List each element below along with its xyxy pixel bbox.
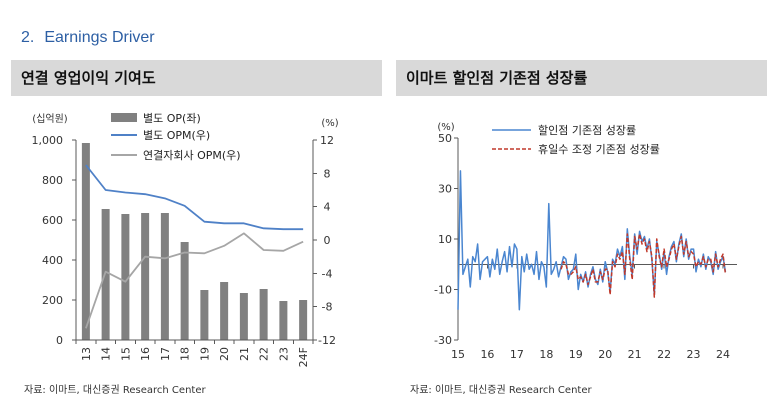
legend-label-separate-opm: 별도 OPM(우) xyxy=(143,129,210,142)
right-y-tick-label: 12 xyxy=(320,134,334,147)
op-bar-23 xyxy=(279,301,288,340)
x-tick-label: 21 xyxy=(628,348,642,361)
x-tick-label: 15 xyxy=(119,347,132,361)
legend-label-op-bar: 별도 OP(좌) xyxy=(143,112,201,125)
op-bar-17 xyxy=(160,213,169,340)
right-axis-unit-label: (%) xyxy=(321,118,338,129)
left-y-tick-label: 0 xyxy=(56,334,63,347)
x-tick-label: 21 xyxy=(238,347,251,361)
x-tick-label: 18 xyxy=(539,348,553,361)
left-y-tick-label: 1,000 xyxy=(32,134,64,147)
right-y-tick-label: 8 xyxy=(324,167,331,180)
right-chart-title: 이마트 할인점 기존점 성장률 xyxy=(406,69,588,87)
op-bar-18 xyxy=(180,242,189,340)
right-y-tick-label: 0 xyxy=(324,234,331,247)
op-bar-19 xyxy=(200,290,209,340)
left-y-tick-label: 800 xyxy=(42,174,63,187)
x-tick-label: 22 xyxy=(258,347,271,361)
x-tick-label: 24 xyxy=(716,348,730,361)
x-tick-label: 16 xyxy=(139,347,152,361)
legend-label-sssg: 할인점 기존점 성장률 xyxy=(538,124,636,137)
right-panel-header: 이마트 할인점 기존점 성장률 xyxy=(396,60,767,96)
left-y-tick-label: 400 xyxy=(42,254,63,267)
op-bar-15 xyxy=(121,214,130,340)
op-bar-14 xyxy=(101,209,110,340)
x-tick-label: 22 xyxy=(657,348,671,361)
op-bar-21 xyxy=(239,293,248,340)
legend: 할인점 기존점 성장률 휴일수 조정 기존점 성장률 xyxy=(492,124,660,156)
x-tick-label: 17 xyxy=(510,348,524,361)
x-tick-label: 17 xyxy=(159,347,172,361)
right-y-tick-label: -12 xyxy=(318,334,336,347)
y-tick-label: 10 xyxy=(438,233,452,246)
x-tick-label: 13 xyxy=(80,347,93,361)
op-bar-24F xyxy=(299,300,308,340)
right-y-tick-label: -4 xyxy=(322,267,333,280)
op-bar-20 xyxy=(220,282,229,340)
legend-swatch-op-bar xyxy=(111,113,137,122)
legend: 별도 OP(좌) 별도 OPM(우) 연결자회사 OPM(우) xyxy=(111,112,241,162)
x-tick-label: 15 xyxy=(451,348,465,361)
section-number: 2. xyxy=(21,29,35,46)
x-tick-label: 19 xyxy=(569,348,583,361)
left-axis-unit-label: (십억원) xyxy=(32,113,68,125)
operating-profit-contribution-chart: 0 200 400 600 800 1,000 -12 -8 -4 0 4 8 12 13 14 15 16 17… xyxy=(32,112,339,367)
x-tick-label: 23 xyxy=(687,348,701,361)
legend-label-adjusted-sssg: 휴일수 조정 기존점 성장률 xyxy=(538,142,660,156)
left-source-note: 자료: 이마트, 대신증권 Research Center xyxy=(24,385,206,396)
right-y-tick-label: -8 xyxy=(322,301,333,314)
right-y-tick-label: 4 xyxy=(324,201,331,214)
op-bar-16 xyxy=(141,213,150,340)
left-y-tick-label: 200 xyxy=(42,294,63,307)
x-tick-label: 20 xyxy=(598,348,612,361)
left-chart-title: 연결 영업이익 기여도 xyxy=(21,69,156,87)
y-axis-unit-label: (%) xyxy=(437,122,454,133)
holiday-adjusted-sssg-line xyxy=(560,233,727,298)
subsidiary-opm-line xyxy=(85,232,304,329)
y-tick-label: -10 xyxy=(434,284,452,297)
legend-label-subsidiary-opm: 연결자회사 OPM(우) xyxy=(143,149,241,162)
section-title: 2. Earnings Driver xyxy=(21,28,155,48)
y-tick-label: -30 xyxy=(434,334,452,347)
x-tick-label: 16 xyxy=(480,348,494,361)
x-tick-label: 14 xyxy=(100,347,113,361)
op-bar-22 xyxy=(259,289,268,340)
left-panel-header: 연결 영업이익 기여도 xyxy=(11,60,382,96)
op-bar-13 xyxy=(81,143,90,340)
y-tick-label: 50 xyxy=(438,132,452,145)
x-tick-label: 18 xyxy=(179,347,192,361)
plot-layer: 0 200 400 600 800 1,000 -12 -8 -4 0 4 8 12 13 14 15 16 17… xyxy=(32,134,336,367)
section-title-text: Earnings Driver xyxy=(44,29,155,46)
x-tick-label: 19 xyxy=(198,347,211,361)
separate-opm-line xyxy=(85,164,304,231)
x-tick-label: 23 xyxy=(277,347,290,361)
x-tick-label: 24F xyxy=(297,347,310,367)
right-source-note: 자료: 이마트, 대신증권 Research Center xyxy=(410,385,592,396)
y-tick-label: 30 xyxy=(438,183,452,196)
sssg-line xyxy=(457,170,727,311)
x-tick-label: 20 xyxy=(218,347,231,361)
left-y-tick-label: 600 xyxy=(42,214,63,227)
